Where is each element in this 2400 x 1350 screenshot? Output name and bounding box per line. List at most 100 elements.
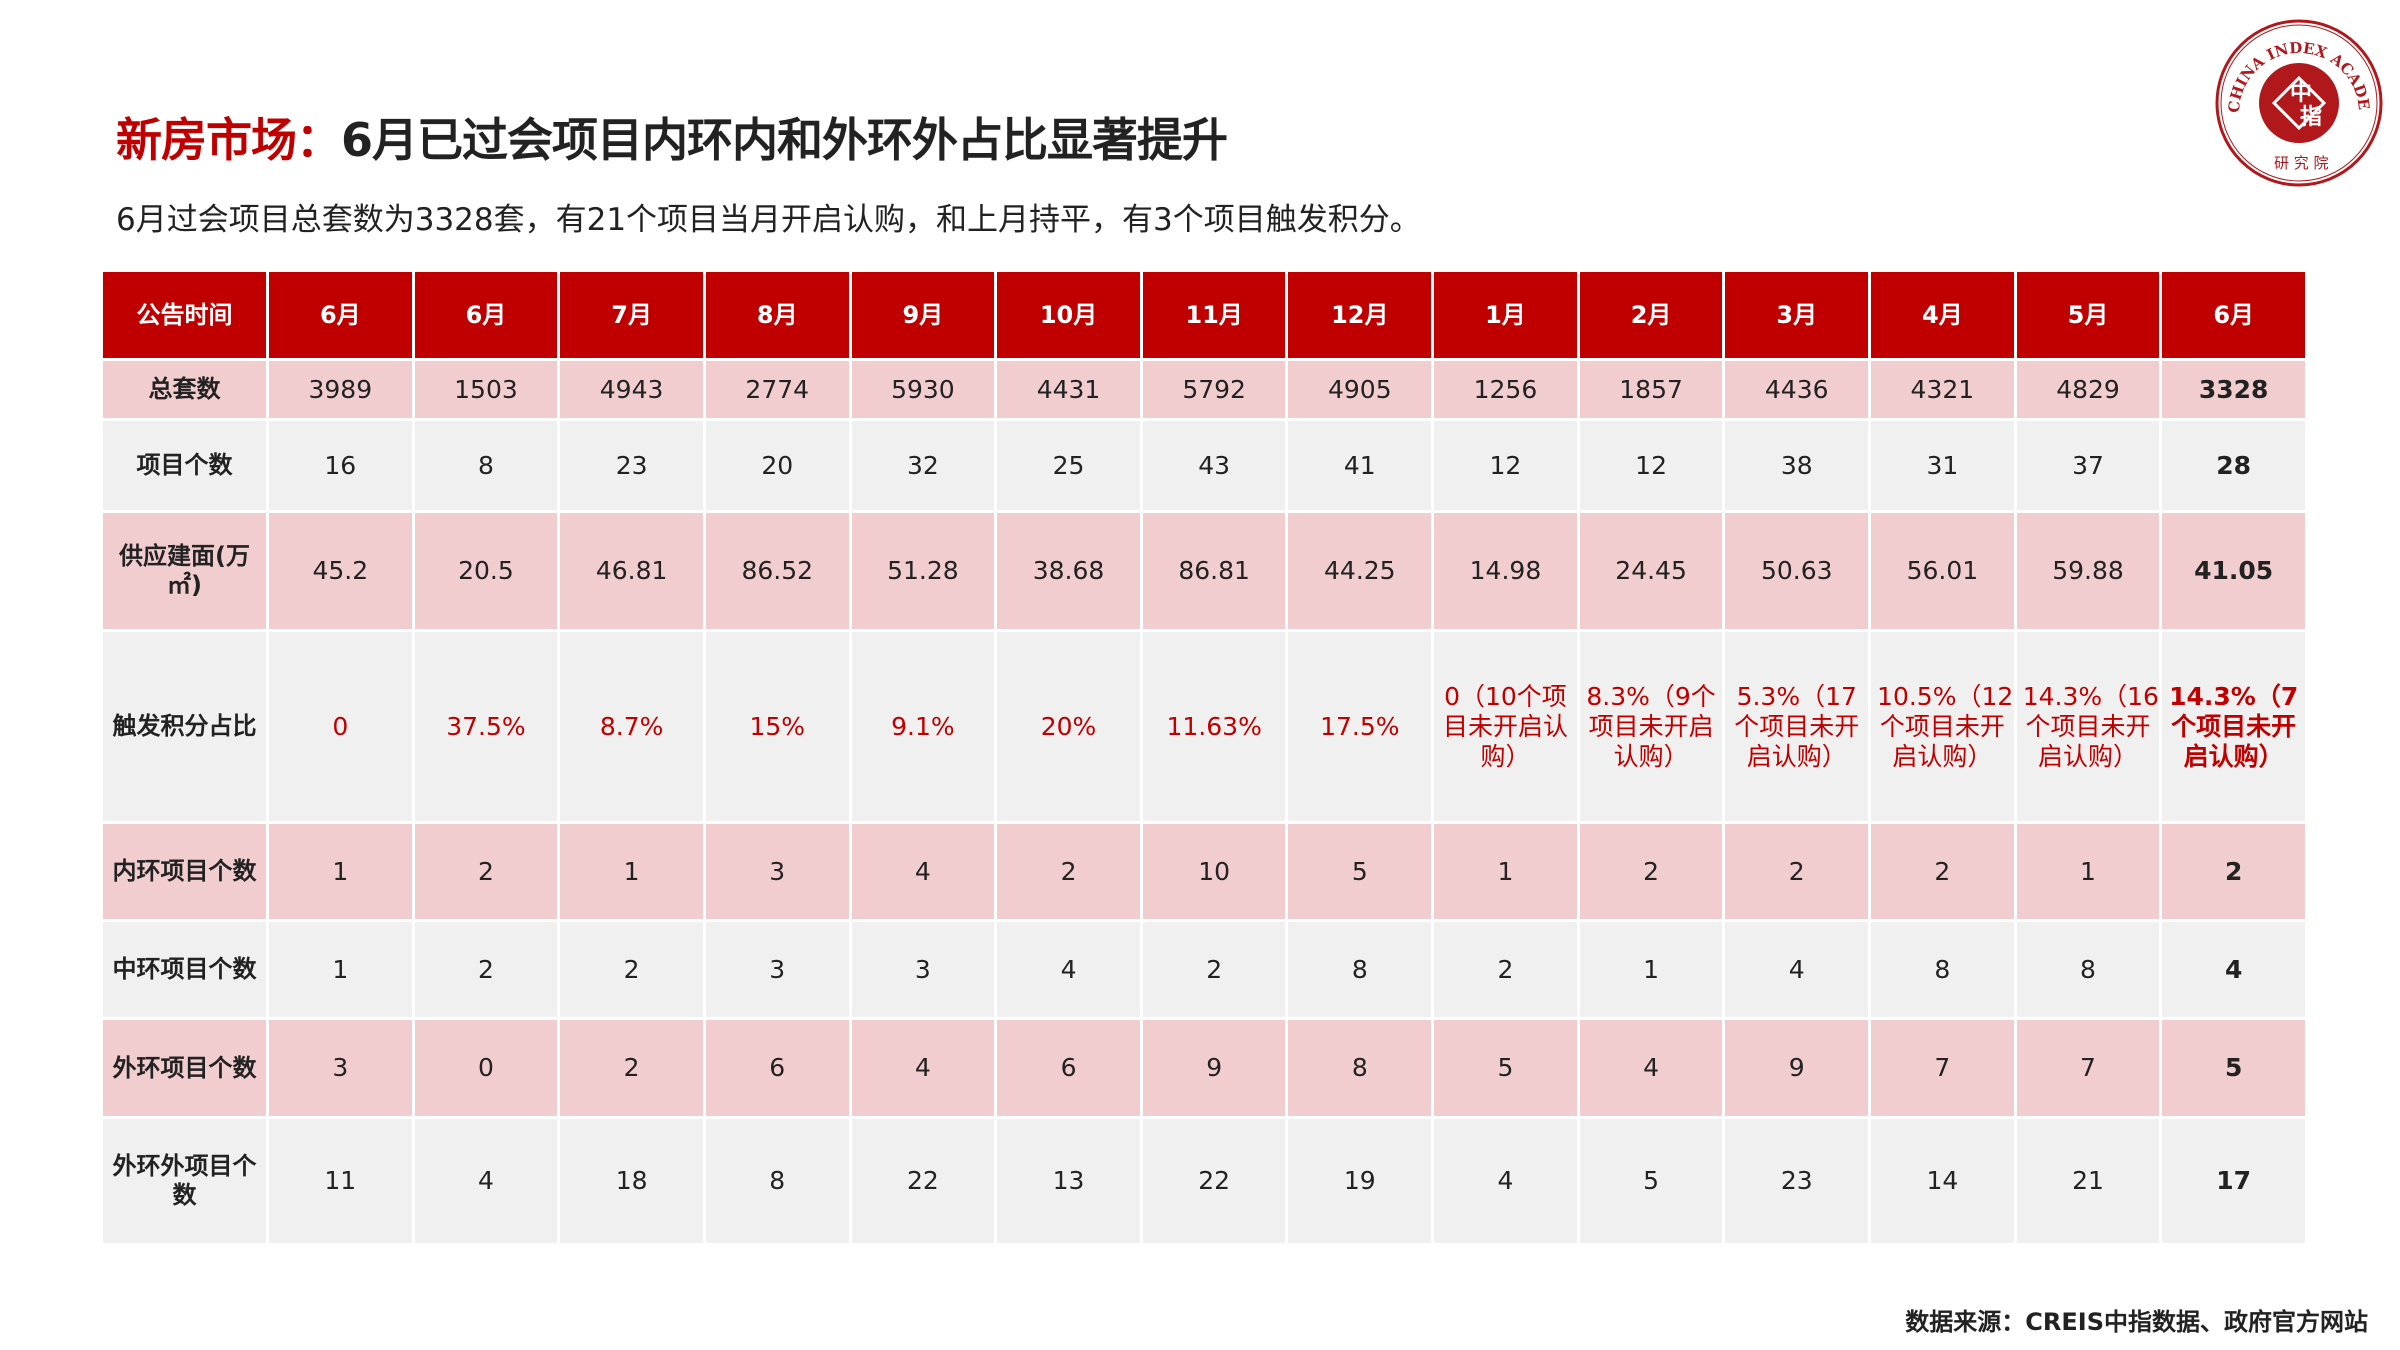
table-cell: 7 [1871,1020,2014,1116]
table-cell: 22 [1142,1119,1286,1243]
header-month: 7月 [560,272,703,358]
table-cell: 46.81 [560,513,703,629]
table-cell: 1 [2016,824,2160,919]
table-cell: 14 [1871,1119,2014,1243]
table-cell: 8 [705,1119,849,1243]
table-cell: 4 [2162,922,2305,1017]
table-cell: 6 [997,1020,1140,1116]
row-label: 中环项目个数 [103,922,266,1017]
table-cell: 11.63% [1142,632,1286,821]
table-cell: 50.63 [1725,513,1869,629]
table-cell: 41 [1288,421,1432,510]
table-cell: 3989 [269,361,412,418]
table-cell: 14.3%（7个项目未开启认购） [2162,632,2305,821]
china-index-academy-logo: 中 指 CHINA INDEX ACADEMY 研 究 院 [2214,18,2383,187]
table-cell: 32 [851,421,995,510]
table-cell: 4 [997,922,1140,1017]
table-cell: 19 [1288,1119,1432,1243]
table-cell: 14.3%（16个项目未开启认购） [2016,632,2160,821]
header-month: 3月 [1725,272,1869,358]
data-source: 数据来源：CREIS中指数据、政府官方网站 [1905,1308,2368,1336]
table-cell: 12 [1579,421,1723,510]
table-cell: 2774 [705,361,849,418]
table-cell: 51.28 [851,513,995,629]
table-cell: 38.68 [997,513,1140,629]
table-cell: 14.98 [1434,513,1577,629]
table-cell: 3328 [2162,361,2305,418]
table-cell: 8 [1288,1020,1432,1116]
table-cell: 5 [1288,824,1432,919]
table-cell: 2 [997,824,1140,919]
svg-text:中: 中 [2290,81,2312,106]
svg-text:指: 指 [2300,105,2322,130]
table-cell: 3 [705,824,849,919]
table-cell: 8 [1871,922,2014,1017]
table-cell: 4829 [2016,361,2160,418]
table-cell: 1503 [414,361,558,418]
table-cell: 2 [414,824,558,919]
table-row: 总套数 3989 1503 4943 2774 5930 4431 5792 4905 1256 1… [103,361,2305,418]
table-cell: 18 [560,1119,703,1243]
table-row: 外环外项目个数 11 4 18 8 22 13 22 19 4 5 23 14 21 17 [103,1119,2305,1243]
table-cell: 4436 [1725,361,1869,418]
header-month: 1月 [1434,272,1577,358]
table-row: 外环项目个数 3 0 2 6 4 6 9 8 5 4 9 7 7 5 [103,1020,2305,1116]
header-label: 公告时间 [103,272,266,358]
table-cell: 1 [1434,824,1577,919]
table-cell: 8 [1288,922,1432,1017]
table-cell: 20% [997,632,1140,821]
table-cell: 4 [851,824,995,919]
header-month: 5月 [2016,272,2160,358]
table-cell: 41.05 [2162,513,2305,629]
header-month: 2月 [1579,272,1723,358]
table-cell: 9 [1725,1020,1869,1116]
table-cell: 38 [1725,421,1869,510]
row-label: 总套数 [103,361,266,418]
table-cell: 45.2 [269,513,412,629]
table-cell: 21 [2016,1119,2160,1243]
table-row: 触发积分占比 0 37.5% 8.7% 15% 9.1% 20% 11.63% 17.5% 0（1… [103,632,2305,821]
table-cell: 16 [269,421,412,510]
row-label: 内环项目个数 [103,824,266,919]
header-month: 8月 [705,272,849,358]
row-label: 外环外项目个数 [103,1119,266,1243]
table-cell: 9.1% [851,632,995,821]
table-cell: 4 [1725,922,1869,1017]
table-row: 供应建面(万㎡) 45.2 20.5 46.81 86.52 51.28 38.68 86.8… [103,513,2305,629]
table-cell: 1 [560,824,703,919]
table-cell: 5 [1434,1020,1577,1116]
header-month: 6月 [2162,272,2305,358]
table-cell: 4 [1434,1119,1577,1243]
table-cell: 3 [705,922,849,1017]
table-row: 中环项目个数 1 2 2 3 3 4 2 8 2 1 4 8 8 4 [103,922,2305,1017]
table-cell: 59.88 [2016,513,2160,629]
table-cell: 24.45 [1579,513,1723,629]
table-cell: 2 [1871,824,2014,919]
table-cell: 4321 [1871,361,2014,418]
table-cell: 2 [1434,922,1577,1017]
table-cell: 2 [1142,922,1286,1017]
table-cell: 86.81 [1142,513,1286,629]
table-cell: 8.3%（9个项目未开启认购） [1579,632,1723,821]
page-title: 新房市场：6月已过会项目内环内和外环外占比显著提升 [116,104,1228,170]
table-cell: 86.52 [705,513,849,629]
row-label: 外环项目个数 [103,1020,266,1116]
table-cell: 1 [269,922,412,1017]
table-cell: 1 [1579,922,1723,1017]
table-cell: 3 [851,922,995,1017]
table-cell: 17 [2162,1119,2305,1243]
table-header-row: 公告时间 6月 6月 7月 8月 9月 10月 11月 12月 1月 2月 3月 4月 5月 6月 [103,272,2305,358]
page-subtitle: 6月过会项目总套数为3328套，有21个项目当月开启认购，和上月持平，有3个项目… [116,202,1421,238]
table-cell: 2 [560,922,703,1017]
table-cell: 25 [997,421,1140,510]
header-month: 4月 [1871,272,2014,358]
table-cell: 0（10个项目未开启认购） [1434,632,1577,821]
table-cell: 44.25 [1288,513,1432,629]
table-cell: 9 [1142,1020,1286,1116]
table-cell: 17.5% [1288,632,1432,821]
header-month: 6月 [269,272,412,358]
table-row: 项目个数 16 8 23 20 32 25 43 41 12 12 38 31 37 28 [103,421,2305,510]
table-cell: 0 [414,1020,558,1116]
table-cell: 8.7% [560,632,703,821]
table-cell: 0 [269,632,412,821]
